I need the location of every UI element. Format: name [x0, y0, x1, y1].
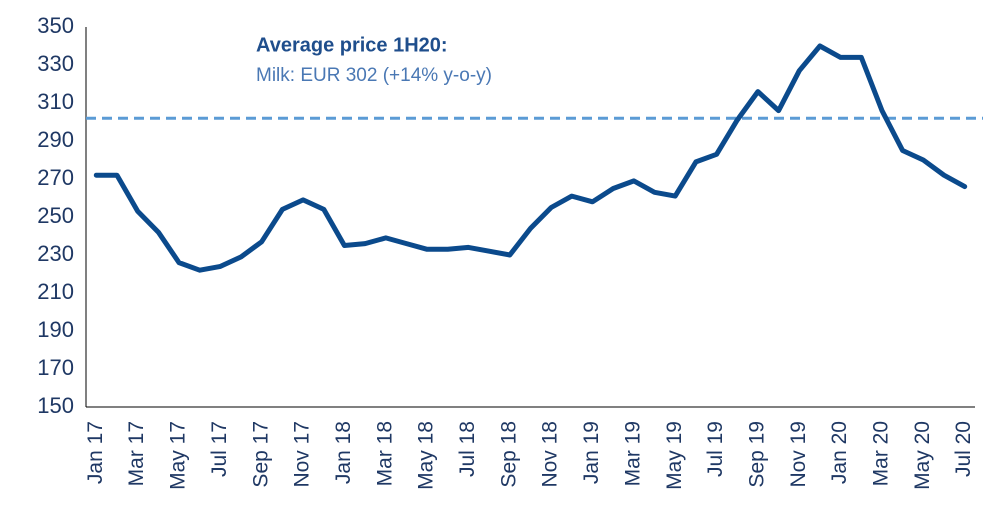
annotation-title: Average price 1H20: [256, 34, 448, 56]
y-tick-label: 210 [37, 279, 74, 304]
x-tick-label: Sep 19 [745, 421, 768, 488]
x-tick-label: Jan 19 [580, 421, 603, 484]
x-tick-label: Jul 18 [456, 421, 479, 477]
x-tick-label: Mar 18 [373, 421, 396, 486]
x-tick-label: Mar 20 [870, 421, 893, 486]
annotation-text: Milk: EUR 302 (+14% y-o-y) [256, 65, 492, 86]
x-tick-label: Jul 17 [208, 421, 231, 477]
x-tick-label: May 18 [415, 421, 438, 490]
x-tick-label: Jul 20 [952, 421, 975, 477]
y-tick-label: 350 [37, 13, 74, 38]
y-tick-label: 150 [37, 393, 74, 418]
x-tick-label: Jan 20 [828, 421, 851, 484]
x-tick-label: Mar 19 [621, 421, 644, 486]
y-tick-label: 230 [37, 241, 74, 266]
y-tick-label: 290 [37, 127, 74, 152]
x-tick-label: Nov 18 [539, 421, 562, 488]
x-tick-label: Nov 17 [291, 421, 314, 488]
x-tick-label: Jul 19 [704, 421, 727, 477]
x-tick-label: Jan 17 [84, 421, 107, 484]
x-tick-label: May 17 [167, 421, 190, 490]
y-tick-label: 190 [37, 317, 74, 342]
x-tick-label: Sep 18 [497, 421, 520, 488]
data-line [93, 43, 968, 273]
x-tick-label: Jan 18 [332, 421, 355, 484]
x-tick-label: Mar 17 [125, 421, 148, 486]
y-tick-label: 170 [37, 355, 74, 380]
y-tick-label: 250 [37, 203, 74, 228]
y-tick-label: 330 [37, 51, 74, 76]
x-tick-label: Sep 17 [249, 421, 272, 488]
y-tick-label: 270 [37, 165, 74, 190]
x-tick-label: Nov 19 [787, 421, 810, 488]
y-tick-label: 310 [37, 89, 74, 114]
x-tick-label: May 19 [663, 421, 686, 490]
x-tick-label: May 20 [911, 421, 934, 490]
